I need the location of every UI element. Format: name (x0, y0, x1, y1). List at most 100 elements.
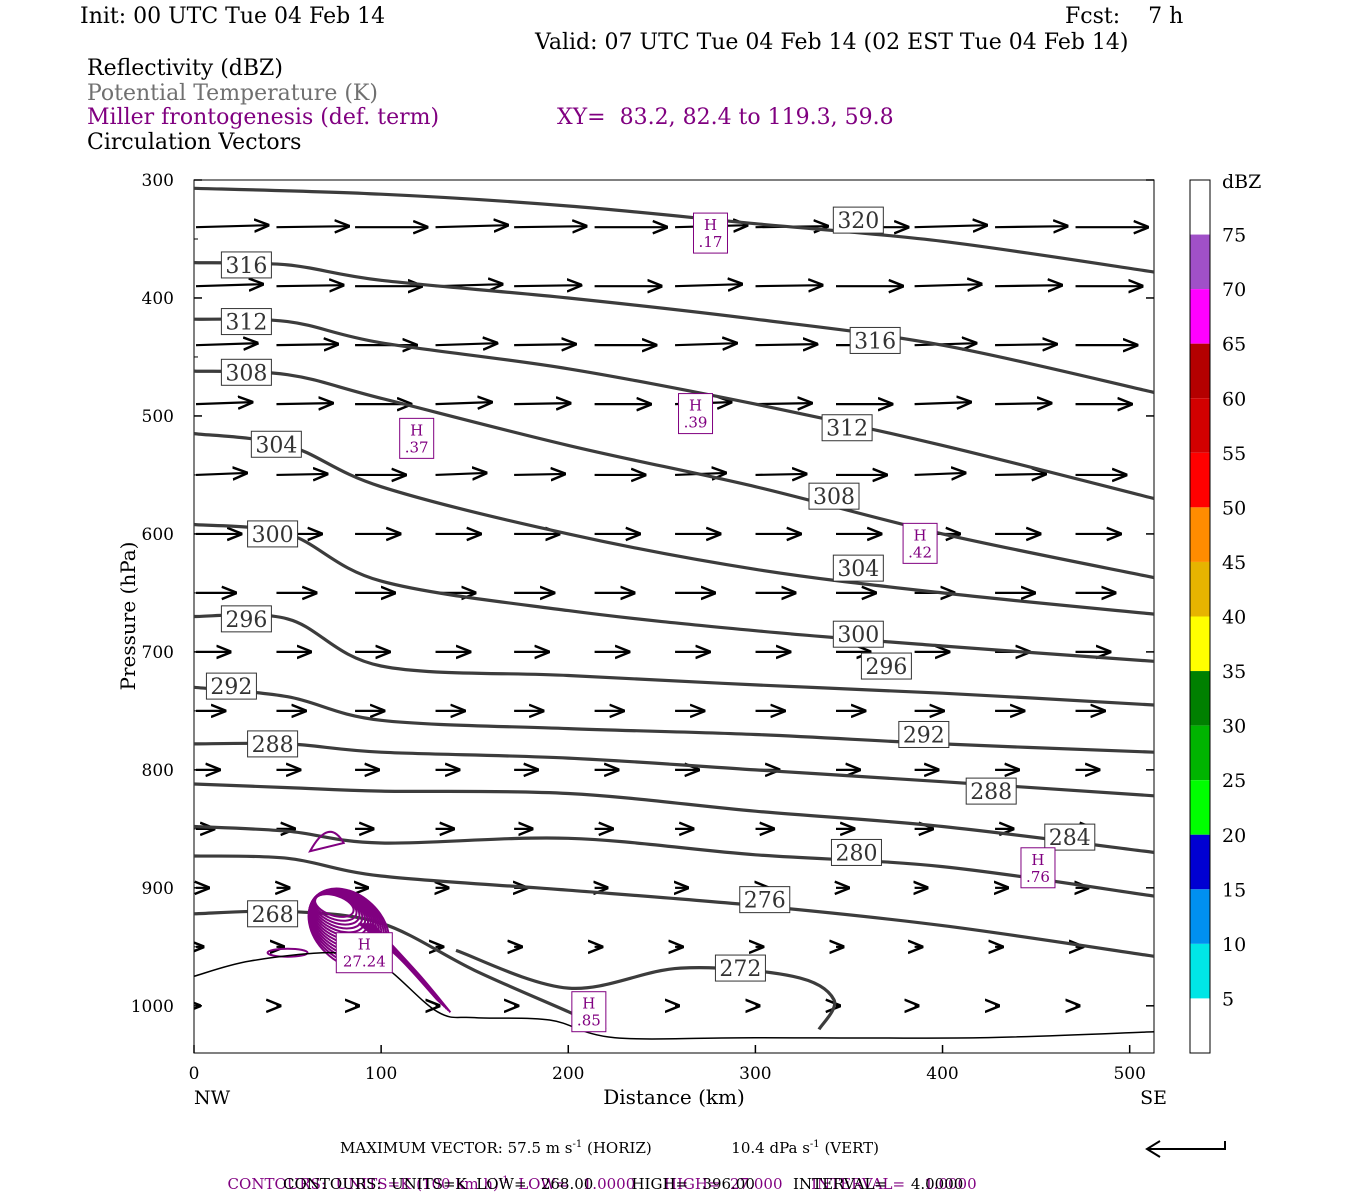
isentrope-label-304: 304 (250, 430, 302, 458)
circulation-vector (435, 402, 492, 404)
x-tick-label: 400 (926, 1064, 958, 1084)
x-tick-label: 200 (552, 1064, 584, 1084)
circulation-vector (276, 403, 332, 404)
colorbar-swatch (1190, 452, 1210, 508)
colorbar-label: 70 (1222, 279, 1246, 301)
svg-text:H: H (582, 995, 595, 1013)
colorbar-swatch (1190, 234, 1210, 290)
y-tick-label: 400 (142, 289, 174, 309)
colorbar-swatch (1190, 943, 1210, 999)
x-tick-label: 500 (1113, 1064, 1145, 1084)
isentrope-label-300: 300 (247, 520, 299, 548)
contours1-b: LOW= 1.0000 HIGH= 27.000 INTERVAL= 1.000… (518, 1175, 977, 1193)
circulation-vectors (196, 225, 1148, 1006)
theta-contour-info: CONTOURS: UNITS=K LOW= 268.00 HIGH= 396.… (283, 1175, 964, 1193)
circulation-vector (514, 474, 564, 475)
axes: 300 400 500 600 700 800 900 1000 0 100 200 300 400 50… (116, 171, 1167, 1109)
colorbar-swatch (1190, 507, 1210, 562)
terrain-surface (194, 951, 1154, 1040)
y-tick-label: 800 (142, 761, 174, 781)
circulation-vector (276, 344, 337, 345)
colorbar-swatch (1190, 343, 1210, 399)
svg-text:308: 308 (225, 361, 267, 386)
colorbar-label: 35 (1222, 661, 1246, 683)
circulation-vector (995, 226, 1067, 227)
colorbar-swatch (1190, 780, 1210, 835)
frontogenesis-contour-info: CONTOURS: UNITS=K (100 km h)-1 LOW= 1.00… (218, 1157, 977, 1193)
colorbar-swatch (1190, 998, 1210, 1053)
y-tick-label: 600 (142, 525, 174, 545)
x-tick-label: 100 (365, 1064, 397, 1084)
x-axis-label: Distance (km) (603, 1085, 745, 1109)
colorbar-swatch (1190, 725, 1210, 781)
x-end-label-se: SE (1140, 1087, 1167, 1109)
y-tick-label: 1000 (131, 997, 174, 1017)
isentrope-label-272: 272 (714, 954, 766, 982)
maxvec-text: MAXIMUM VECTOR: 57.5 m s (340, 1139, 573, 1157)
cross-section-endpoints: XY= 83.2, 82.4 to 119.3, 59.8 (557, 105, 894, 130)
isentrope-300 (194, 522, 1154, 663)
svg-text:272: 272 (719, 957, 761, 982)
colorbar-label: 15 (1222, 879, 1246, 901)
svg-text:276: 276 (744, 889, 786, 914)
isentrope-label-292: 292 (205, 672, 257, 700)
y-tick-label: 300 (142, 171, 174, 191)
isentrope-label-288: 288 (965, 777, 1017, 805)
valid-time: Valid: 07 UTC Tue 04 Feb 14 (02 EST Tue … (535, 30, 1129, 55)
isentrope-label-268: 268 (247, 900, 299, 928)
frontogenesis-max-6: H.85 (571, 991, 607, 1033)
svg-text:.17: .17 (699, 233, 723, 251)
colorbar-label: 50 (1222, 497, 1246, 519)
isentrope-288 (194, 741, 1154, 798)
isentrope-304 (194, 432, 1154, 616)
y-axis-label: Pressure (hPa) (116, 542, 140, 691)
isentrope-label-280: 280 (830, 838, 882, 866)
colorbar-label: 55 (1222, 443, 1246, 465)
isentrope-label-304: 304 (832, 554, 884, 582)
contours1-exp: -1 (498, 1175, 509, 1186)
circulation-vector (195, 343, 257, 345)
circulation-vector (435, 343, 497, 345)
svg-text:280: 280 (835, 841, 877, 866)
svg-text:.39: .39 (684, 414, 708, 432)
circulation-vector (914, 284, 982, 286)
circulation-vector (195, 284, 263, 286)
x-tick-label: 0 (189, 1064, 200, 1084)
circulation-vector (276, 226, 348, 227)
isentrope-label-296: 296 (860, 652, 912, 680)
colorbar-label: 25 (1222, 770, 1246, 792)
svg-text:296: 296 (225, 608, 267, 633)
circulation-vector (755, 403, 812, 404)
svg-text:304: 304 (255, 433, 297, 458)
legend-potential-temperature: Potential Temperature (K) (87, 81, 378, 106)
svg-text:300: 300 (837, 623, 879, 648)
colorbar-swatch (1190, 671, 1210, 726)
colorbar-swatch (1190, 289, 1210, 344)
svg-text:316: 316 (225, 254, 267, 279)
frontogenesis-contour (308, 831, 346, 853)
isentrope-label-308: 308 (808, 482, 860, 510)
circulation-vector (914, 402, 971, 404)
frontogenesis-max-1: H.37 (399, 417, 435, 459)
svg-text:308: 308 (813, 485, 855, 510)
maxvec-vert: 10.4 dPa s (731, 1139, 810, 1157)
colorbar-label: 10 (1222, 934, 1246, 956)
frontogenesis-max-0: H.17 (692, 212, 728, 254)
colorbar-unit: dBZ (1222, 171, 1261, 193)
circulation-vector (995, 403, 1051, 404)
circulation-vector (995, 285, 1062, 286)
terrain-line (194, 951, 1154, 1040)
colorbar-label: 60 (1222, 388, 1246, 410)
isentrope-label-316: 316 (220, 251, 272, 279)
colorbar-swatch (1190, 616, 1210, 672)
colorbar-label: 40 (1222, 607, 1246, 629)
isentrope-308 (194, 369, 1154, 580)
isentrope-label-292: 292 (898, 720, 950, 748)
legend-miller-frontogenesis: Miller frontogenesis (def. term) (87, 105, 440, 130)
svg-text:288: 288 (252, 733, 294, 758)
isentrope-label-308: 308 (220, 358, 272, 386)
isentrope-272 (455, 948, 837, 1031)
isentrope-296 (194, 612, 1154, 707)
isentrope-284 (194, 782, 1154, 854)
